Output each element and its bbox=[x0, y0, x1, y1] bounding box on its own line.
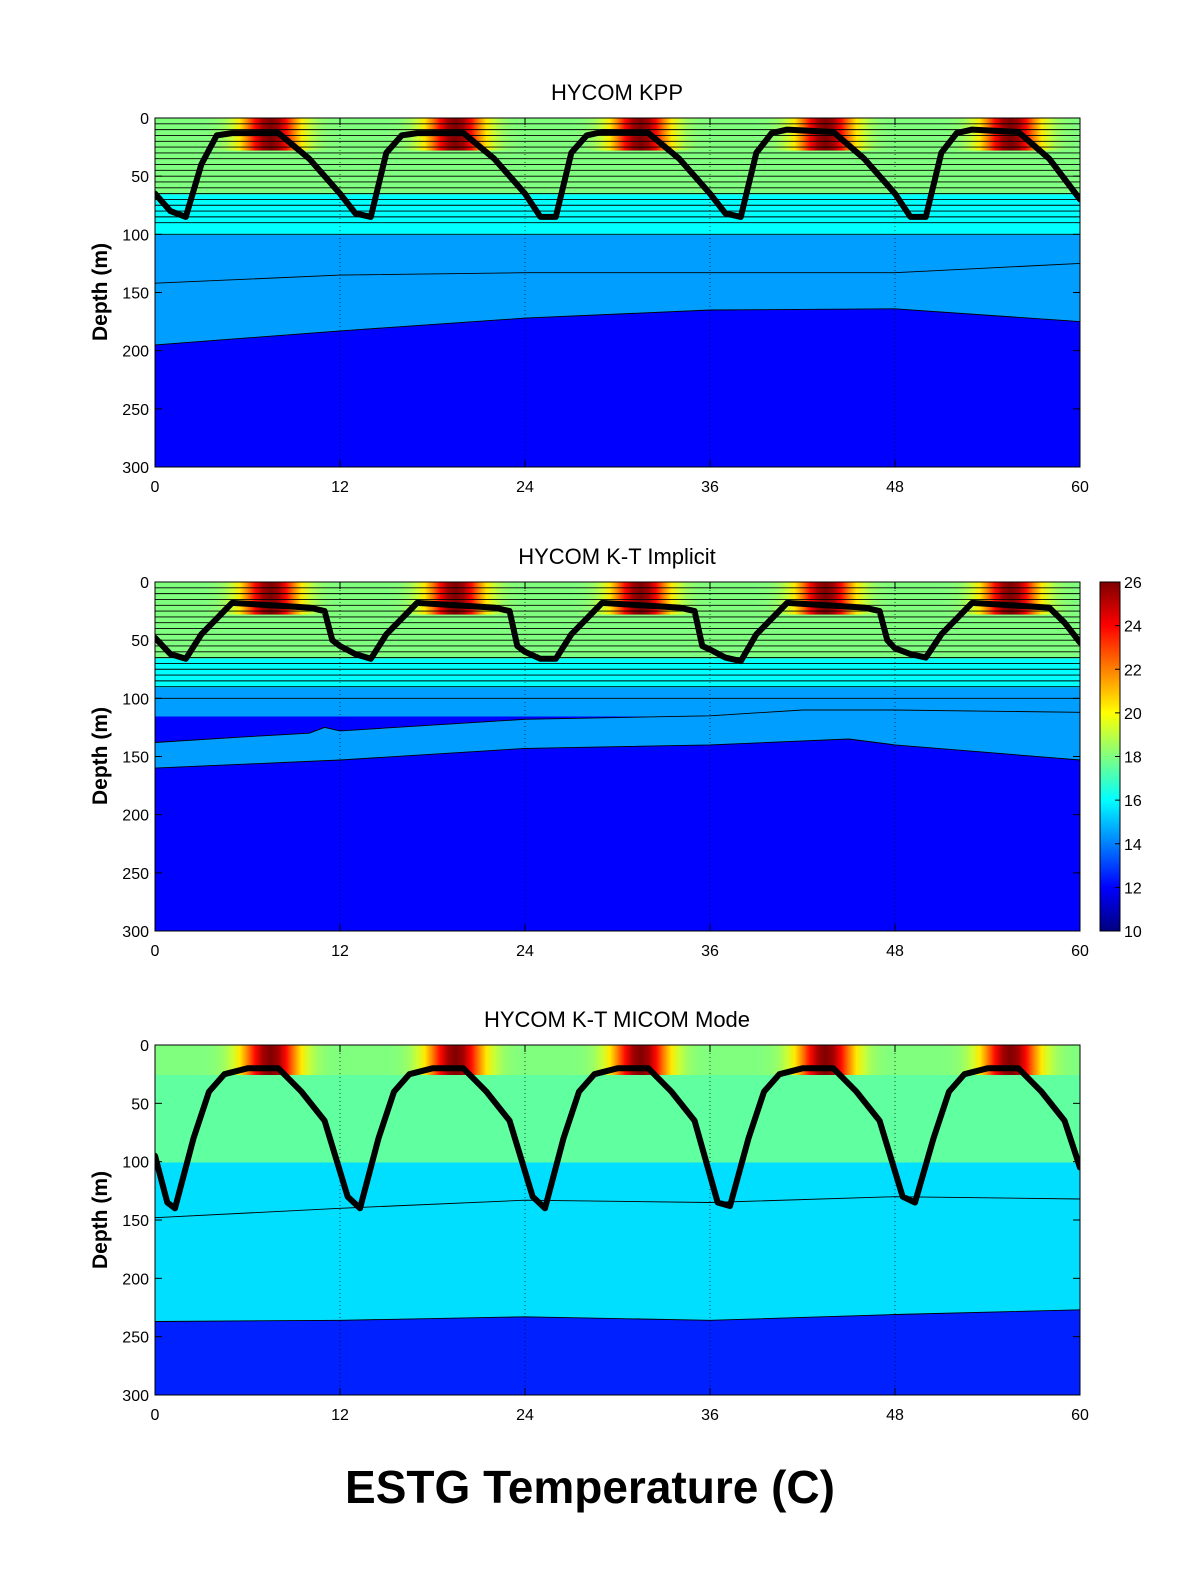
mixed-layer-depth-series bbox=[155, 599, 1080, 665]
y-tick-label: 50 bbox=[131, 633, 149, 650]
panel-hycom-kpp: HYCOM KPP Depth (m) 0 12 24 36 48 60 0 50 100 150… bbox=[89, 80, 1089, 496]
y-tick-label: 150 bbox=[122, 750, 149, 767]
x-tick-label: 24 bbox=[516, 943, 534, 960]
y-tick-label: 200 bbox=[122, 344, 149, 361]
layer-region bbox=[155, 308, 1080, 467]
y-tick-label: 250 bbox=[122, 402, 149, 419]
y-tick-label: 250 bbox=[122, 1330, 149, 1347]
colorbar-tick-label: 22 bbox=[1124, 662, 1142, 679]
x-tick-label: 48 bbox=[886, 943, 904, 960]
y-tick-label: 150 bbox=[122, 1213, 149, 1230]
y-axis-label: Depth (m) bbox=[89, 1171, 112, 1269]
y-tick-label: 250 bbox=[122, 866, 149, 883]
plot-area: 0 12 24 36 48 60 0 50 100 150 200 250 300 bbox=[122, 575, 1089, 960]
plot-body bbox=[155, 1045, 1080, 1395]
layer-region bbox=[155, 1309, 1080, 1395]
x-tick-label: 12 bbox=[331, 479, 349, 496]
panel-hycom-kt-micom-mode: HYCOM K-T MICOM Mode Depth (m) 0 12 24 36 48… bbox=[89, 1007, 1089, 1424]
plot-body bbox=[155, 582, 1080, 931]
panel-hycom-kt-implicit: HYCOM K-T Implicit Depth (m) 0 12 24 36 48 60… bbox=[89, 544, 1089, 960]
colorbar-tick-label: 12 bbox=[1124, 880, 1142, 897]
y-axis-label: Depth (m) bbox=[89, 707, 112, 805]
x-tick-label: 36 bbox=[701, 943, 719, 960]
plot-area: 0 12 24 36 48 60 0 50 100 150 200 250 300 bbox=[122, 1038, 1089, 1424]
x-tick-label: 24 bbox=[516, 479, 534, 496]
colorbar-tick-label: 16 bbox=[1124, 793, 1142, 810]
y-tick-label: 50 bbox=[131, 169, 149, 186]
x-tick-label: 60 bbox=[1071, 943, 1089, 960]
y-tick-label: 150 bbox=[122, 286, 149, 303]
y-tick-label: 100 bbox=[122, 691, 149, 708]
panel-title: HYCOM K-T Implicit bbox=[518, 544, 716, 569]
x-tick-label: 24 bbox=[516, 1407, 534, 1424]
x-tick-label: 36 bbox=[701, 479, 719, 496]
y-tick-label: 50 bbox=[131, 1096, 149, 1113]
panel-title: HYCOM KPP bbox=[551, 80, 683, 105]
y-axis-label: Depth (m) bbox=[89, 243, 112, 341]
x-tick-label: 60 bbox=[1071, 1407, 1089, 1424]
y-tick-label: 0 bbox=[140, 1038, 149, 1055]
x-tick-label: 60 bbox=[1071, 479, 1089, 496]
y-tick-label: 200 bbox=[122, 1271, 149, 1288]
mixed-layer-depth-series bbox=[155, 126, 1080, 220]
colorbar-tick-label: 24 bbox=[1124, 619, 1142, 636]
x-tick-label: 48 bbox=[886, 1407, 904, 1424]
x-tick-label: 36 bbox=[701, 1407, 719, 1424]
colorbar-tick-label: 14 bbox=[1124, 837, 1142, 854]
y-tick-label: 300 bbox=[122, 460, 149, 477]
layer-interface-line bbox=[155, 308, 1080, 346]
y-tick-label: 100 bbox=[122, 227, 149, 244]
x-tick-label: 48 bbox=[886, 479, 904, 496]
figure-title: ESTG Temperature (C) bbox=[345, 1461, 835, 1513]
colorbar-tick-label: 10 bbox=[1124, 924, 1142, 941]
x-tick-label: 12 bbox=[331, 943, 349, 960]
layer-interface-line bbox=[155, 262, 1080, 284]
x-tick-label: 0 bbox=[151, 1407, 160, 1424]
colorbar-tick-label: 20 bbox=[1124, 706, 1142, 723]
y-tick-label: 100 bbox=[122, 1155, 149, 1172]
y-tick-label: 300 bbox=[122, 924, 149, 941]
layer-interface-line bbox=[155, 1196, 1080, 1219]
x-tick-label: 0 bbox=[151, 943, 160, 960]
mixed-layer-depth-series bbox=[155, 1065, 1080, 1212]
layer-interface-line bbox=[155, 709, 1080, 743]
y-tick-label: 0 bbox=[140, 575, 149, 592]
plot-body bbox=[155, 118, 1080, 467]
layer-region bbox=[155, 739, 1080, 931]
x-tick-label: 12 bbox=[331, 1407, 349, 1424]
seasonal-surface-band bbox=[155, 582, 1080, 615]
colorbar-tick-label: 26 bbox=[1124, 575, 1142, 592]
colorbar: 10 12 14 16 18 20 22 24 26 bbox=[1099, 575, 1142, 941]
x-tick-label: 0 bbox=[151, 479, 160, 496]
y-tick-label: 200 bbox=[122, 808, 149, 825]
y-tick-label: 0 bbox=[140, 111, 149, 128]
layer-interface-line bbox=[155, 738, 1080, 769]
layer-interface-line bbox=[155, 1309, 1080, 1322]
panel-title: HYCOM K-T MICOM Mode bbox=[484, 1007, 750, 1032]
y-tick-label: 300 bbox=[122, 1388, 149, 1405]
colorbar-tick-label: 18 bbox=[1124, 750, 1142, 767]
plot-area: 0 12 24 36 48 60 0 50 100 150 200 250 300 bbox=[122, 111, 1089, 496]
